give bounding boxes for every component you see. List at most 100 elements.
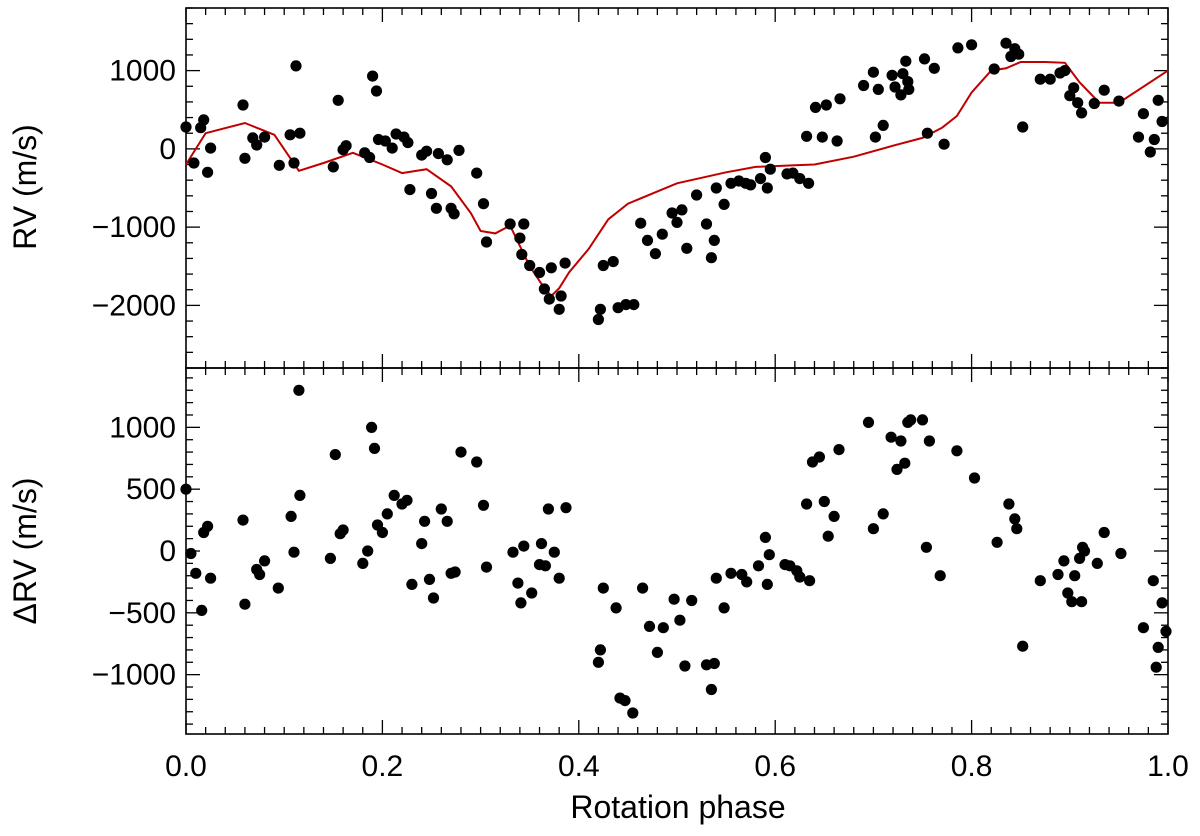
x-tick-label: 0.8: [951, 750, 993, 783]
rv-data-point: [1098, 84, 1110, 96]
residual-data-point: [401, 494, 413, 506]
rv-y-tick-label: −2000: [92, 289, 176, 322]
residual-data-point: [357, 557, 369, 570]
residual-data-point: [185, 547, 197, 560]
rv-data-point: [421, 145, 433, 157]
residual-data-point: [1062, 587, 1074, 599]
rv-data-point: [820, 99, 832, 111]
residual-data-point: [1058, 555, 1070, 567]
residual-plot-frame: [185, 367, 1169, 735]
rv-data-point: [294, 127, 306, 139]
rv-data-point: [628, 299, 640, 311]
residual-data-point: [180, 483, 192, 495]
rv-data-point: [718, 198, 730, 210]
rv-data-point: [1137, 108, 1149, 120]
residual-data-point: [293, 384, 305, 396]
residual-data-point: [813, 451, 826, 463]
rv-data-point: [708, 234, 720, 246]
residual-data-point: [1152, 641, 1164, 654]
rv-data-point: [900, 55, 912, 67]
residual-data-point: [1011, 523, 1023, 535]
rv-y-tick-label: −1000: [92, 211, 176, 244]
residual-data-point: [427, 592, 440, 604]
residual-data-point: [1115, 547, 1127, 560]
rv-data-point: [592, 313, 605, 326]
rv-data-point: [794, 173, 806, 185]
residual-data-point: [718, 602, 730, 614]
residual-data-point: [804, 575, 816, 587]
residual-data-point: [259, 555, 271, 567]
residual-data-point: [822, 530, 834, 542]
rv-data-point: [877, 119, 889, 131]
rv-data-point: [332, 94, 344, 106]
residual-data-point: [833, 444, 845, 456]
rv-data-point: [327, 161, 339, 173]
rv-data-point: [1144, 146, 1156, 158]
rv-data-point: [198, 114, 210, 126]
residual-data-point: [288, 546, 300, 558]
residual-data-point: [368, 442, 381, 454]
residual-data-point: [818, 495, 830, 508]
residual-data-point: [801, 498, 813, 510]
rv-data-point: [453, 144, 465, 156]
residual-y-tick-label: 500: [126, 473, 176, 506]
rv-data-point: [710, 182, 722, 194]
rv-data-point: [1017, 121, 1029, 133]
rv-data-point: [858, 79, 870, 92]
residual-data-point: [441, 515, 453, 527]
rv-data-point: [1068, 82, 1080, 94]
residual-data-point: [651, 646, 664, 659]
residual-data-point: [1017, 640, 1029, 652]
rv-data-point: [180, 121, 192, 133]
residual-data-point: [710, 572, 722, 584]
residual-data-point: [643, 620, 656, 633]
residual-data-point: [905, 414, 917, 426]
residual-data-point: [1052, 568, 1064, 581]
rv-data-point: [237, 99, 249, 111]
residual-data-point: [388, 489, 400, 501]
rv-data-point: [700, 218, 713, 230]
rv-data-point: [1152, 94, 1164, 106]
residual-data-point: [1137, 622, 1149, 634]
rv-data-point: [1156, 115, 1168, 128]
residual-data-point: [449, 566, 461, 578]
residual-panel: 1000 500 0 −500 −1000 0.0 0.2 0.4 0.6 0.8 1.0: [92, 367, 1189, 783]
rv-data-point: [471, 167, 483, 179]
residual-data-point: [542, 503, 555, 515]
rv-data-point: [1132, 131, 1145, 143]
rv-data-point: [1113, 95, 1125, 107]
rv-data-point: [1034, 73, 1046, 85]
residual-data-point: [362, 545, 374, 557]
residual-data-point: [190, 567, 202, 579]
residual-data-point: [329, 449, 341, 461]
residual-data-point: [867, 523, 880, 535]
residual-data-point: [515, 597, 527, 609]
x-tick-label: 1.0: [1147, 750, 1189, 783]
rv-data-point: [928, 62, 940, 74]
rv-data-point: [290, 60, 302, 72]
residual-data-point: [1091, 557, 1103, 570]
residual-data-point: [455, 446, 467, 458]
residual-data-point: [862, 416, 875, 428]
rv-data-point: [518, 218, 530, 230]
residual-data-point: [237, 514, 249, 526]
residual-data-point: [1156, 597, 1168, 609]
residual-data-point: [1009, 513, 1021, 525]
residual-data-point: [205, 572, 217, 584]
residual-data-point: [423, 573, 436, 586]
residual-data-point: [610, 602, 622, 614]
rv-data-point: [886, 69, 898, 81]
residual-data-point: [686, 594, 698, 607]
residual-data-point: [1150, 661, 1162, 673]
rv-data-point: [635, 217, 647, 229]
residual-data-point: [627, 707, 639, 719]
rv-data-point: [895, 89, 907, 101]
residual-data-point: [548, 546, 560, 558]
rv-data-point: [918, 53, 931, 65]
residual-data-point: [535, 538, 548, 550]
rv-y-tick-label: 0: [159, 133, 176, 166]
residual-data-point: [337, 524, 349, 536]
rv-data-point: [430, 202, 442, 214]
residual-data-point: [761, 578, 773, 591]
rv-data-point: [889, 81, 901, 93]
